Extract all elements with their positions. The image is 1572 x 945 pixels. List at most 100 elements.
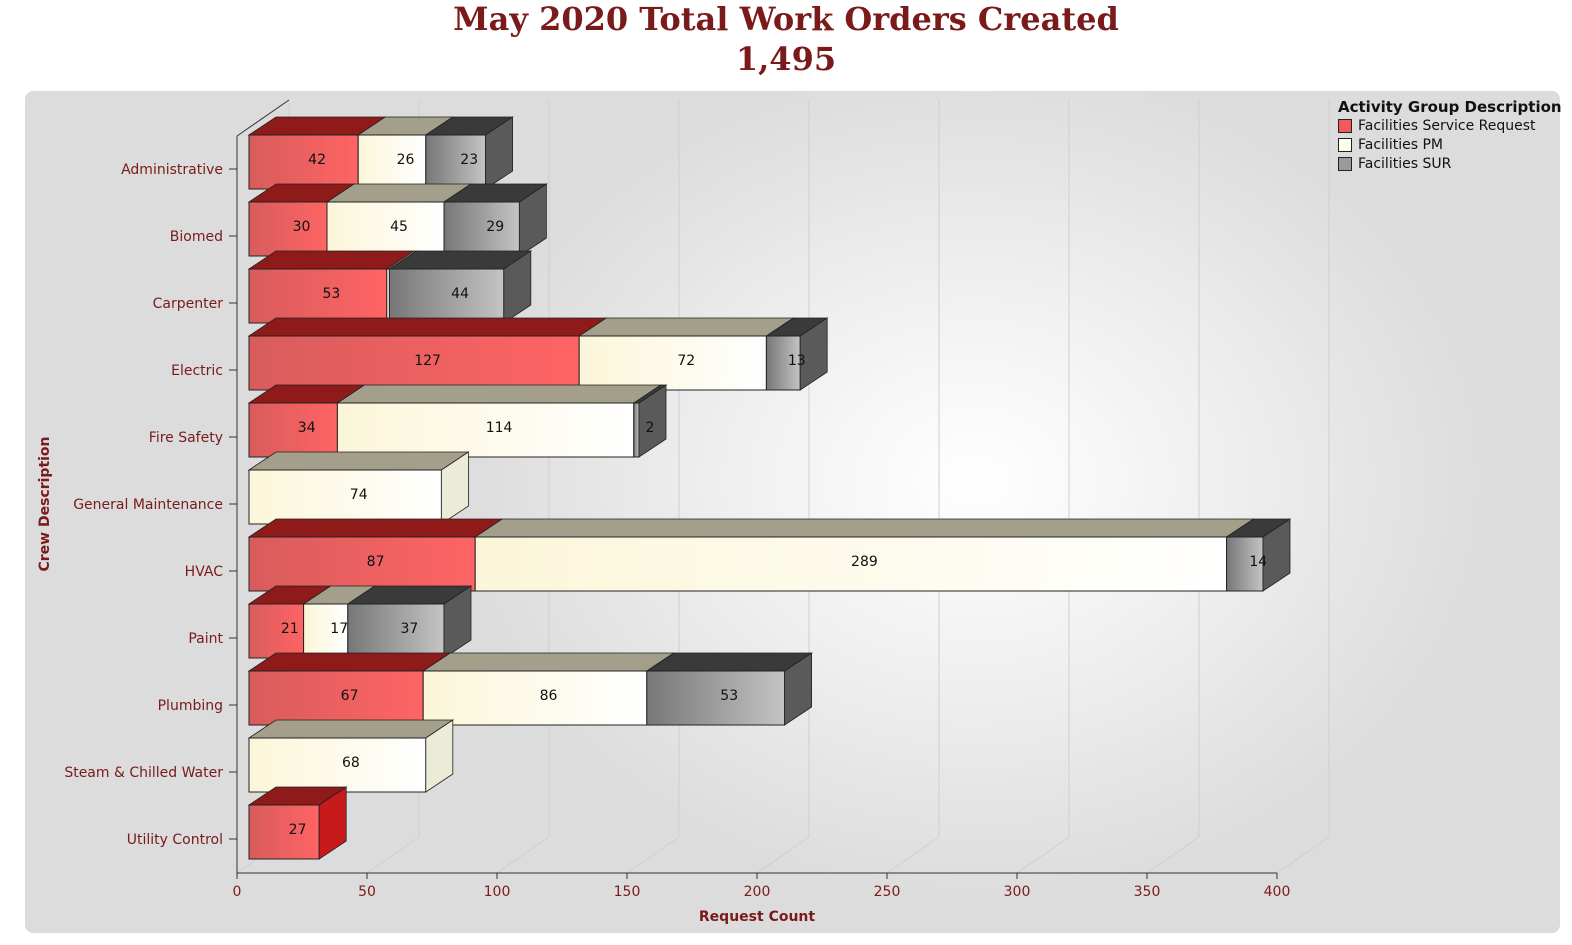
bar-utility-control: 27 [247,786,348,860]
data-label: 44 [451,286,469,302]
data-label: 67 [341,688,359,704]
bar-top-face [645,652,813,672]
legend-label: Facilities Service Request [1358,117,1536,134]
bar-segment [248,670,424,726]
bar-segment [1226,536,1264,592]
legend-item-sur[interactable]: Facilities SUR [1338,154,1562,173]
y-tick-label: HVAC [185,564,224,580]
x-tick-label: 0 [233,884,242,900]
legend-label: Facilities PM [1358,136,1443,153]
bar-side-face [440,451,469,525]
data-label: 14 [1249,554,1267,570]
bar-administrative: 42 26 23 [247,116,514,190]
x-tick-label: 100 [484,884,511,900]
data-label: 2 [645,420,654,436]
y-tick-label: Utility Control [127,832,223,848]
data-label: 34 [298,420,316,436]
bar-segment [633,402,640,458]
bar-side-face [784,652,812,726]
bar-side-face [318,786,347,860]
bar-segment [326,201,445,257]
x-tick-label: 250 [874,884,901,900]
data-label: 37 [400,621,418,637]
floor-gridline [1016,836,1070,874]
floor-gridline [366,836,420,874]
data-label: 53 [720,688,738,704]
data-label: 29 [486,219,504,235]
bar-segment [248,603,305,659]
bar-segment [388,268,505,324]
x-tick-label: 350 [1134,884,1161,900]
bar-segment [578,335,767,391]
y-tick-label: Carpenter [153,296,224,312]
bar-segment [248,268,388,324]
bars: 42 26 23 30 45 29 53144 127 72 13 34 114 2 74 87 289 14 2… [247,116,1292,860]
bar-segment [443,201,520,257]
data-label: 74 [350,487,368,503]
data-label: 87 [367,554,385,570]
bar-segment [425,134,487,190]
bar-segment [248,536,476,592]
bar-segment [248,134,359,190]
bar-segment [474,536,1228,592]
y-tick-label: General Maintenance [73,497,223,513]
legend-item-service-request[interactable]: Facilities Service Request [1338,116,1562,135]
bar-side-face [443,585,472,659]
bar-steam-chilled-water: 68 [247,719,455,793]
data-label: 13 [788,353,806,369]
floor-gridline [886,836,940,874]
floor-gridline [1276,836,1330,874]
legend-label: Facilities SUR [1358,155,1452,172]
bar-top-face [247,518,504,538]
bar-segment [357,134,427,190]
bar-top-face [247,451,470,471]
y-tick-label: Electric [171,363,223,379]
bar-top-face [247,250,416,270]
data-label: 53 [322,286,340,302]
bar-plumbing: 67 86 53 [247,652,813,726]
bar-segment [303,603,349,659]
x-tick-label: 50 [358,884,376,900]
bar-top-face [336,384,663,404]
data-label: 127 [414,353,441,369]
y-axis-label: Crew Description [37,436,53,571]
data-label: 289 [851,554,878,570]
data-label: 68 [342,755,360,771]
bar-segment [765,335,801,391]
bar-general-maintenance: 74 [247,451,470,525]
y-axis-depth-line [236,99,290,137]
data-label: 30 [293,219,311,235]
bar-segment [646,670,786,726]
bar-segment [347,603,445,659]
data-label: 21 [281,621,299,637]
bar-carpenter: 53144 [247,250,533,324]
legend-swatch [1338,137,1352,152]
data-label: 114 [486,420,513,436]
data-label: 27 [289,822,307,838]
floor-gridline [626,836,680,874]
bar-fire-safety: 34 114 2 [247,384,668,458]
data-label: 42 [308,152,326,168]
bar-segment [248,335,580,391]
bar-top-face [247,317,608,337]
y-tick-label: Paint [188,631,223,647]
data-label: 72 [677,353,695,369]
bar-top-face [247,719,455,739]
y-tick-label: Administrative [121,162,223,178]
axes: 0 50 100 150 200 250 300 350 400 Request Count Cre… [37,99,1290,925]
x-tick-label: 150 [614,884,641,900]
bar-paint: 21 17 37 [247,585,473,659]
bar-segment [248,201,328,257]
bar-side-face [799,317,828,391]
bar-segment [248,737,427,793]
bar-side-face [1262,518,1291,592]
legend-item-pm[interactable]: Facilities PM [1338,135,1562,154]
x-axis-label: Request Count [699,909,815,925]
bar-segment [248,469,442,525]
data-label: 23 [460,152,478,168]
floor-gridline [1146,836,1200,874]
bar-segment [422,670,648,726]
bar-biomed: 30 45 29 [247,183,548,257]
bar-top-face [577,317,795,337]
